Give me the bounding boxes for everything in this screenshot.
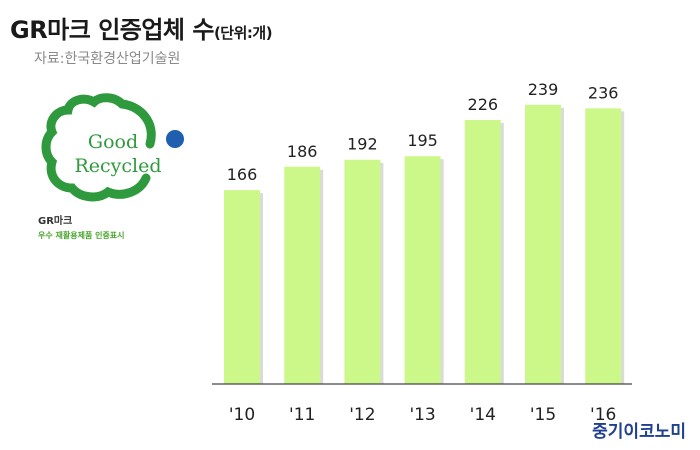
bar bbox=[224, 190, 260, 384]
bar bbox=[464, 120, 501, 385]
x-tick-label: '16 bbox=[590, 405, 616, 425]
data-label: 192 bbox=[347, 135, 378, 154]
gr-mark-logo: Good Recycled GR마크 우수 재활용제품 인증표시 bbox=[18, 92, 198, 240]
gr-logo-mark: Good Recycled bbox=[41, 93, 184, 202]
unit-label: (단위:개) bbox=[213, 24, 273, 42]
bar bbox=[404, 156, 441, 384]
bar bbox=[344, 159, 381, 384]
data-label: 186 bbox=[287, 142, 318, 161]
x-tick-label: '10 bbox=[229, 405, 255, 425]
title-text: GR마크 인증업체 수 bbox=[10, 16, 214, 44]
logo-name: GR마크 bbox=[38, 216, 73, 227]
x-tick-label: '15 bbox=[530, 405, 556, 425]
chart-title: GR마크 인증업체 수(단위:개) bbox=[10, 10, 273, 45]
data-label: 226 bbox=[468, 95, 499, 114]
bar bbox=[284, 166, 321, 384]
x-tick-label: '14 bbox=[470, 405, 496, 425]
x-tick-label: '13 bbox=[409, 405, 435, 425]
logo-dot bbox=[166, 130, 184, 148]
logo-line-2: Recycled bbox=[74, 155, 161, 177]
data-label: 236 bbox=[588, 83, 619, 102]
brand-logo: 중기이코노미 bbox=[592, 422, 686, 442]
x-tick-label: '11 bbox=[289, 405, 315, 425]
data-label: 239 bbox=[528, 80, 559, 99]
logo-ring bbox=[41, 93, 156, 202]
data-label: 195 bbox=[407, 131, 438, 150]
source-note: 자료:한국환경산업기술원 bbox=[34, 51, 181, 67]
logo-line-1: Good bbox=[88, 131, 138, 153]
bar bbox=[585, 108, 622, 385]
x-tick-label: '12 bbox=[349, 405, 375, 425]
logo-description: 우수 재활용제품 인증표시 bbox=[38, 231, 125, 240]
bar bbox=[525, 104, 561, 385]
data-label: 166 bbox=[227, 165, 258, 184]
